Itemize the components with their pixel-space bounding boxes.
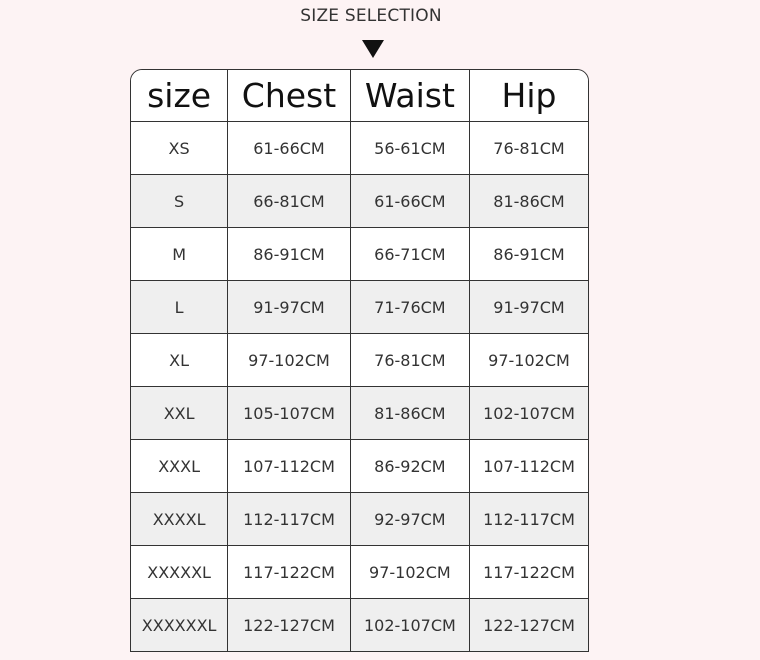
cell-waist: 71-76CM	[350, 281, 470, 334]
cell-waist: 81-86CM	[350, 387, 470, 440]
triangle-down-icon	[362, 40, 384, 58]
cell-waist: 56-61CM	[350, 122, 470, 175]
cell-chest: 112-117CM	[228, 493, 351, 546]
cell-waist: 92-97CM	[350, 493, 470, 546]
cell-hip: 107-112CM	[470, 440, 588, 493]
cell-size: XXXL	[131, 440, 229, 493]
cell-hip: 102-107CM	[470, 387, 588, 440]
table-row: XS 61-66CM 56-61CM 76-81CM	[131, 122, 588, 175]
cell-chest: 86-91CM	[228, 228, 351, 281]
cell-size: XXL	[131, 387, 229, 440]
cell-size: XXXXXL	[131, 546, 229, 599]
cell-size: XS	[131, 122, 229, 175]
table-row: XXL 105-107CM 81-86CM 102-107CM	[131, 387, 588, 440]
cell-waist: 76-81CM	[350, 334, 470, 387]
cell-hip: 97-102CM	[470, 334, 588, 387]
cell-chest: 66-81CM	[228, 175, 351, 228]
cell-hip: 91-97CM	[470, 281, 588, 334]
cell-waist: 86-92CM	[350, 440, 470, 493]
cell-hip: 117-122CM	[470, 546, 588, 599]
header-row: size Chest Waist Hip	[131, 70, 588, 122]
cell-size: L	[131, 281, 229, 334]
table-row: XL 97-102CM 76-81CM 97-102CM	[131, 334, 588, 387]
cell-hip: 122-127CM	[470, 599, 588, 651]
table-row: XXXXXXL 122-127CM 102-107CM 122-127CM	[131, 599, 588, 651]
cell-size: XXXXL	[131, 493, 229, 546]
cell-waist: 97-102CM	[350, 546, 470, 599]
cell-chest: 61-66CM	[228, 122, 351, 175]
cell-chest: 105-107CM	[228, 387, 351, 440]
cell-size: XL	[131, 334, 229, 387]
size-chart-table: size Chest Waist Hip XS 61-66CM 56-61CM 76-…	[130, 69, 589, 652]
cell-chest: 122-127CM	[228, 599, 351, 651]
cell-hip: 81-86CM	[470, 175, 588, 228]
header-waist: Waist	[350, 70, 470, 122]
cell-hip: 86-91CM	[470, 228, 588, 281]
header-chest: Chest	[228, 70, 351, 122]
table-row: XXXXL 112-117CM 92-97CM 112-117CM	[131, 493, 588, 546]
cell-size: XXXXXXL	[131, 599, 229, 651]
cell-hip: 112-117CM	[470, 493, 588, 546]
size-selection-title: SIZE SELECTION	[300, 6, 442, 26]
header-size: size	[131, 70, 229, 122]
cell-waist: 102-107CM	[350, 599, 470, 651]
cell-size: M	[131, 228, 229, 281]
table-row: XXXL 107-112CM 86-92CM 107-112CM	[131, 440, 588, 493]
table-row: S 66-81CM 61-66CM 81-86CM	[131, 175, 588, 228]
cell-waist: 61-66CM	[350, 175, 470, 228]
cell-chest: 107-112CM	[228, 440, 351, 493]
cell-chest: 97-102CM	[228, 334, 351, 387]
cell-chest: 91-97CM	[228, 281, 351, 334]
table-row: M 86-91CM 66-71CM 86-91CM	[131, 228, 588, 281]
table-row: XXXXXL 117-122CM 97-102CM 117-122CM	[131, 546, 588, 599]
cell-chest: 117-122CM	[228, 546, 351, 599]
cell-waist: 66-71CM	[350, 228, 470, 281]
cell-hip: 76-81CM	[470, 122, 588, 175]
table-row: L 91-97CM 71-76CM 91-97CM	[131, 281, 588, 334]
header-hip: Hip	[470, 70, 588, 122]
cell-size: S	[131, 175, 229, 228]
